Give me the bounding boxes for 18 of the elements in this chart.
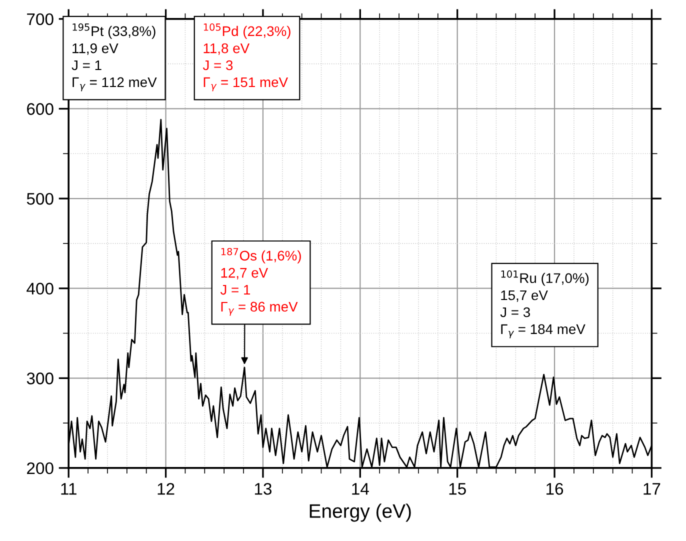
y-tick-label: 400 <box>26 282 54 295</box>
y-tick-label: 600 <box>27 103 54 115</box>
x-tick-label: 15 <box>449 483 466 495</box>
annotation: $^{187}$Os (1,6%) 12,7 eV J = 1 Γ$_{γ}$ = 86 meV <box>220 248 301 316</box>
y-tick-label: 500 <box>26 192 54 205</box>
x-tick-label: 16 <box>546 482 564 495</box>
annotation: $^{195}$Pt (33,8%) 11,9 eV J = 1 Γ$_{γ}$ = 112 meV <box>72 23 157 92</box>
annotation: $^{101}$Ru (17,0%) 15,7 eV J = 3 Γ$_{γ}$ = 184 meV <box>500 270 589 338</box>
x-tick-label: 11 <box>61 483 76 495</box>
y-tick-label: 300 <box>26 372 54 384</box>
x-tick-label: 17 <box>644 483 660 495</box>
x-tick-label: 12 <box>158 482 174 495</box>
x-axis-title: Energy (eV) <box>310 504 411 522</box>
y-tick-label: 700 <box>27 13 54 26</box>
x-tick-label: 13 <box>254 482 272 495</box>
y-tick-label: 200 <box>27 462 54 474</box>
x-tick-label: 14 <box>352 483 369 495</box>
annotation: $^{105}$Pd (22,3%) 11,8 eV J = 3 Γ$_{γ}$ = 151 meV <box>202 23 290 92</box>
